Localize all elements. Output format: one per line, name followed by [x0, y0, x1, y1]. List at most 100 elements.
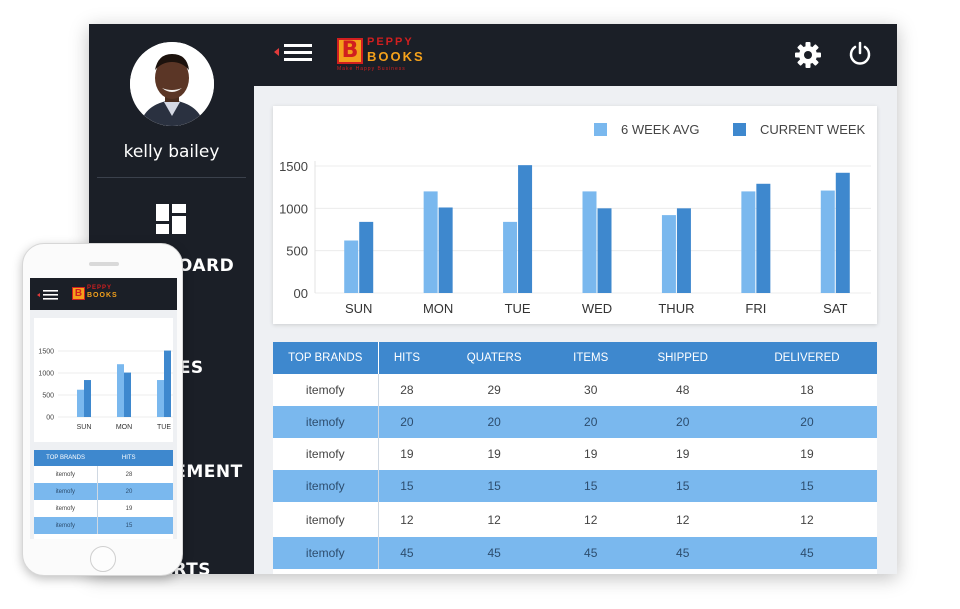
bar-avg-tue[interactable] — [503, 221, 518, 293]
x-tick-label: MON — [116, 424, 132, 431]
phone-bar-avg-mon[interactable] — [117, 364, 124, 417]
brand-name-cell: itemofy — [34, 517, 98, 534]
table-cell: 20 — [736, 406, 877, 438]
brand-name-cell: itemofy — [273, 502, 379, 537]
bar-current-mon[interactable] — [438, 207, 453, 293]
y-tick-label: 00 — [294, 286, 308, 301]
bar-avg-thur[interactable] — [661, 215, 676, 293]
y-tick-label: 500 — [42, 393, 54, 400]
table-cell: 19 — [736, 438, 877, 470]
table-cell: 12 — [435, 502, 553, 537]
table-row[interactable]: itemofy 28 — [34, 466, 173, 483]
column-header[interactable]: HITS — [378, 342, 436, 374]
table-cell: 20 — [97, 483, 161, 500]
phone-bar-current-mon[interactable] — [124, 372, 131, 417]
table-cell: 19 — [628, 438, 737, 470]
bar-avg-mon[interactable] — [423, 191, 438, 293]
y-tick-label: 1000 — [38, 371, 54, 378]
phone-bar-current-tue[interactable] — [164, 350, 171, 417]
table-row[interactable]: itemofy 19 19 19 19 19 — [273, 438, 877, 470]
column-header[interactable]: TOP BRANDS — [273, 342, 379, 374]
table-cell: 45 — [736, 537, 877, 569]
phone-bar-chart: 00 500 1000 1500 SUN MON TUE — [34, 318, 173, 442]
table-row[interactable]: itemofy 15 15 15 15 15 — [273, 470, 877, 502]
brand-logo[interactable]: B PEPPY BOOKS Make Happy Business — [337, 36, 437, 72]
phone-chart-plot: 00 500 1000 1500 SUN MON TUE — [38, 349, 173, 431]
brand-name-line2: BOOKS — [367, 49, 425, 64]
bar-current-thur[interactable] — [676, 208, 691, 293]
brand-name-cell: itemofy — [273, 406, 379, 438]
phone-speaker — [89, 262, 119, 266]
bar-avg-wed[interactable] — [582, 191, 597, 293]
table-row[interactable]: itemofy 20 — [34, 483, 173, 500]
table-row[interactable]: itemofy 45 45 45 45 45 — [273, 537, 877, 569]
brand-name-cell: itemofy — [34, 483, 98, 500]
avatar[interactable] — [130, 42, 214, 126]
table-cell: 19 — [378, 438, 436, 470]
top-bar: B PEPPY BOOKS Make Happy Business — [254, 24, 897, 86]
table-row[interactable]: itemofy 28 29 30 48 18 — [273, 374, 877, 406]
column-header[interactable]: SHIPPED — [628, 342, 737, 374]
y-tick-label: 1500 — [279, 159, 308, 174]
power-icon[interactable] — [847, 41, 873, 67]
table-cell: 45 — [435, 537, 553, 569]
brand-tagline: Make Happy Business — [337, 66, 406, 72]
table-cell: 15 — [378, 470, 436, 502]
bar-current-fri[interactable] — [756, 183, 771, 293]
phone-top-bar: B PEPPY BOOKS — [30, 278, 177, 310]
table-cell — [160, 517, 173, 534]
weekly-bar-chart: 6 WEEK AVG CURRENT WEEK 00 500 1000 1500 SUN… — [273, 106, 877, 324]
bar-current-sun[interactable] — [359, 221, 374, 293]
phone-bar-avg-tue[interactable] — [157, 380, 164, 417]
table-cell: 15 — [552, 470, 629, 502]
gear-icon[interactable] — [795, 42, 821, 68]
bar-avg-sun[interactable] — [344, 240, 359, 293]
top-brands-table: TOP BRANDS HITS QUATERS ITEMS SHIPPED DELIVER… — [273, 342, 877, 574]
x-tick-label: THUR — [658, 301, 694, 316]
bar-avg-sat[interactable] — [820, 190, 835, 293]
x-tick-label: SUN — [345, 301, 372, 316]
column-header[interactable]: QUA — [160, 450, 173, 466]
table-cell: 19 — [125, 505, 133, 512]
bar-current-wed[interactable] — [597, 208, 612, 293]
legend-swatch-avg — [594, 123, 607, 136]
table-cell: 18 — [736, 374, 877, 406]
column-header[interactable]: QUATERS — [435, 342, 553, 374]
table-cell: 19 — [552, 438, 629, 470]
column-header[interactable]: ITEMS — [552, 342, 629, 374]
brand-name-cell: itemofy — [273, 438, 379, 470]
legend-label-avg: 6 WEEK AVG — [621, 122, 700, 137]
brand-logo-mark: B — [337, 38, 363, 64]
table-cell — [160, 500, 173, 517]
table-row[interactable]: itemofy 20 20 20 20 20 — [273, 406, 877, 438]
brand-name-line1: PEPPY — [367, 36, 414, 48]
phone-home-button[interactable] — [90, 546, 116, 572]
table-row[interactable]: itemofy 19 — [34, 500, 173, 517]
phone-screen: B PEPPY BOOKS 00 500 1000 1500 SUN MON TUE TOP… — [30, 278, 177, 539]
y-tick-label: 1000 — [279, 201, 308, 216]
bar-avg-fri[interactable] — [741, 191, 756, 293]
table-cell: 48 — [628, 374, 737, 406]
x-tick-label: FRI — [745, 301, 766, 316]
phone-bar-avg-sun[interactable] — [77, 389, 84, 417]
table-cell: 45 — [378, 537, 436, 569]
user-name: kelly bailey — [123, 142, 220, 162]
desktop-dashboard: kelly bailey DASHBOARD PAGES — [89, 24, 897, 574]
bar-current-tue[interactable] — [518, 165, 533, 293]
table-row[interactable]: itemofy 12 12 12 12 12 — [273, 502, 877, 537]
column-header[interactable]: TOP BRANDS — [34, 450, 98, 466]
column-header[interactable]: HITS — [97, 450, 161, 466]
brand-name-line2: BOOKS — [87, 292, 118, 299]
table-row[interactable]: itemofy 15 — [34, 517, 173, 534]
hamburger-menu-icon[interactable] — [37, 289, 59, 301]
bar-current-sat[interactable] — [835, 172, 850, 293]
y-tick-label: 1500 — [38, 349, 54, 356]
hamburger-menu-icon[interactable] — [274, 42, 316, 68]
column-header[interactable]: DELIVERED — [736, 342, 877, 374]
phone-bar-current-sun[interactable] — [84, 380, 91, 417]
x-tick-label: WED — [582, 301, 612, 316]
phone-content: 00 500 1000 1500 SUN MON TUE TOP BRANDSHITSQUA… — [30, 310, 177, 539]
table-cell: 28 — [378, 374, 436, 406]
